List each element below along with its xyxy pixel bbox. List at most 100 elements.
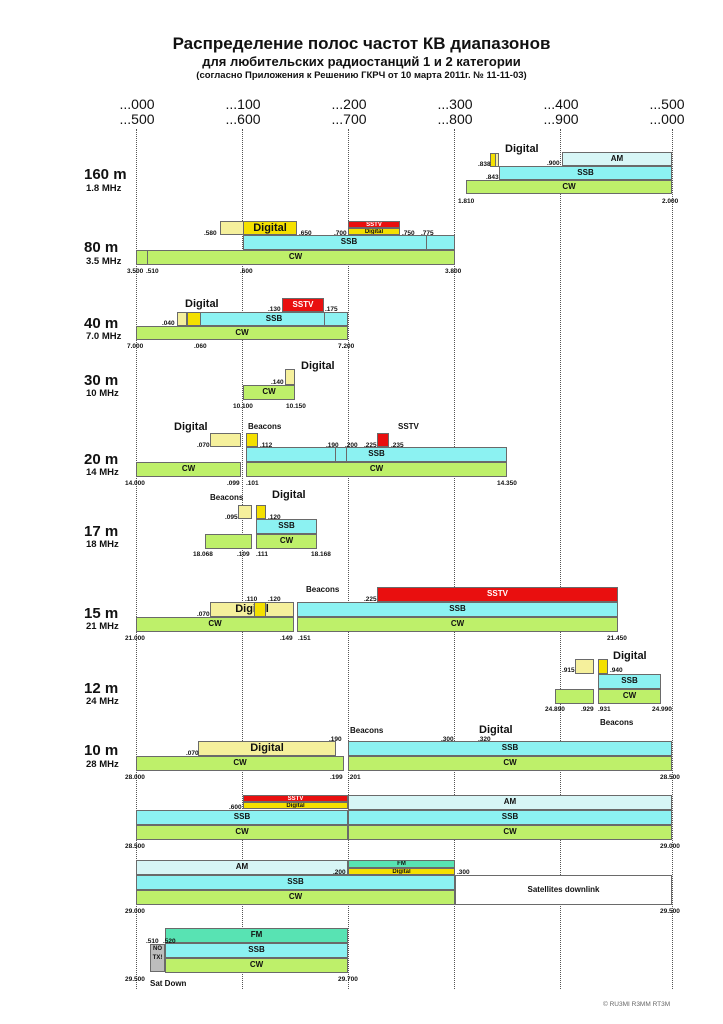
band-freq-80m: 3.5 MHz — [86, 256, 122, 267]
fm-segment: FM — [348, 860, 455, 868]
digital-segment — [256, 505, 266, 519]
no-tx-segment: NO TX! — [150, 944, 165, 972]
digital-segment: Digital — [243, 221, 297, 235]
beacons-annotation: Beacons — [350, 726, 384, 735]
grid-line — [454, 129, 455, 989]
cw-segment: CW — [136, 756, 344, 771]
freq-label: .130 — [268, 306, 281, 313]
freq-label: .580 — [204, 230, 217, 237]
freq-label: .200 — [345, 442, 358, 449]
digital-annotation: Digital — [505, 143, 539, 155]
ssb-segment: SSB — [598, 674, 661, 689]
scale-bottom-label: ...500 — [119, 111, 155, 127]
grid-line — [136, 129, 137, 989]
ssb-dx-segment — [335, 447, 347, 462]
freq-label: .070 — [197, 442, 210, 449]
digital-segment: Digital — [243, 802, 348, 809]
freq-label: 14.000 — [125, 480, 145, 487]
freq-label: 24.990 — [652, 706, 672, 713]
freq-label: 10.150 — [286, 403, 306, 410]
digital-annotation: Digital — [272, 489, 306, 501]
freq-label: 1.810 — [458, 198, 475, 205]
band-freq-160m: 1.8 MHz — [86, 183, 122, 194]
digital-segment — [598, 659, 608, 674]
beacons-annotation: Beacons — [210, 493, 244, 502]
cw-segment: CW — [136, 825, 348, 840]
freq-label: .510 — [146, 938, 159, 945]
freq-label: 29.000 — [660, 843, 680, 850]
cw-segment: CW — [297, 617, 618, 632]
digital-segment — [210, 433, 241, 447]
freq-label: .151 — [298, 635, 311, 642]
ssb-dx-segment — [426, 235, 455, 250]
cw-segment: CW — [348, 825, 672, 840]
ssb-segment: SSB — [136, 875, 455, 890]
am-segment: AM — [562, 152, 672, 166]
freq-label: 3.500 — [127, 268, 144, 275]
ssb-segment: SSB — [200, 312, 348, 326]
freq-label: 18.068 — [193, 551, 213, 558]
band-freq-20m: 14 MHz — [86, 467, 119, 478]
freq-label: 24.890 — [545, 706, 565, 713]
freq-label: 29.500 — [125, 976, 145, 983]
freq-label: .060 — [194, 343, 207, 350]
copyright: © RU3MI R3MM RT3M — [603, 1001, 671, 1008]
ssb-segment: SSB — [348, 741, 672, 756]
scale-bottom-label: ...000 — [649, 111, 685, 127]
freq-label: .070 — [197, 611, 210, 618]
scale-bottom-label: ...900 — [543, 111, 579, 127]
cw-segment: CW — [598, 689, 661, 704]
band-name-20m: 20 m — [84, 451, 119, 468]
band-freq-30m: 10 MHz — [86, 388, 119, 399]
scale-tick-2: ...200 ...700 — [319, 97, 379, 127]
freq-label: .320 — [478, 736, 491, 743]
scale-tick-0: ...000 ...500 — [107, 97, 167, 127]
grid-line — [242, 129, 243, 989]
digital-segment: Digital — [348, 228, 400, 235]
freq-label: .199 — [330, 774, 343, 781]
sstv-segment — [377, 433, 389, 447]
cw-segment: CW — [136, 326, 348, 340]
freq-label: .120 — [268, 514, 281, 521]
freq-label: .520 — [163, 938, 176, 945]
band-name-12m: 12 m — [84, 680, 119, 697]
freq-label: .600 — [240, 268, 253, 275]
freq-label: .149 — [280, 635, 293, 642]
grid-line — [560, 129, 561, 989]
freq-label: 29.700 — [338, 976, 358, 983]
digital-segment: Digital — [198, 741, 336, 756]
sstv-segment: SSTV — [348, 221, 400, 228]
band-name-15m: 15 m — [84, 605, 119, 622]
digital-annotation: Digital — [185, 298, 219, 310]
ssb-segment: SSB — [499, 166, 672, 180]
freq-label: .775 — [421, 230, 434, 237]
scale-top-label: ...000 — [119, 96, 155, 112]
ssb-segment: SSB — [136, 810, 348, 825]
band-name-40m: 40 m — [84, 315, 119, 332]
freq-label: .235 — [391, 442, 404, 449]
ssb-segment: SSB — [256, 519, 317, 534]
scale-top-label: ...500 — [649, 96, 685, 112]
band-freq-40m: 7.0 MHz — [86, 331, 122, 342]
am-segment: AM — [136, 860, 348, 875]
band-name-17m: 17 m — [84, 523, 119, 540]
band-freq-17m: 18 MHz — [86, 539, 119, 550]
scale-tick-3: ...300 ...800 — [425, 97, 485, 127]
freq-label: .300 — [441, 736, 454, 743]
ssb-segment: SSB — [246, 447, 507, 462]
satellites-downlink-segment: Satellites downlink — [455, 875, 672, 905]
digital-segment — [187, 312, 201, 326]
freq-label: .109 — [237, 551, 250, 558]
digital-annotation: Digital — [301, 360, 335, 372]
freq-label: .650 — [299, 230, 312, 237]
page-source-note: (согласно Приложения к Решению ГКРЧ от 1… — [196, 70, 527, 81]
ssb-segment: SSB — [297, 602, 618, 617]
sstv-segment: SSTV — [243, 795, 348, 802]
freq-label: .200 — [333, 869, 346, 876]
scale-bottom-label: ...800 — [437, 111, 473, 127]
cw-segment: CW — [136, 250, 455, 265]
digital-segment: Digital — [210, 602, 294, 617]
freq-label: .225 — [364, 596, 377, 603]
sat-down-annotation: Sat Down — [150, 979, 187, 988]
freq-label: 7.000 — [127, 343, 144, 350]
